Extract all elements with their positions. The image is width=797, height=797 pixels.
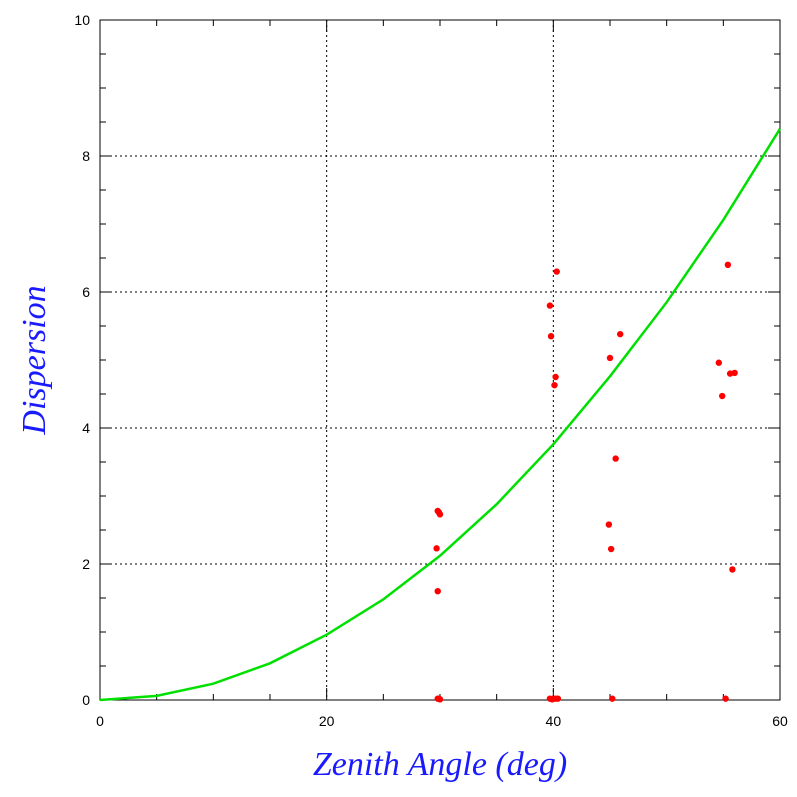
x-tick-labels: 0 20 40 60 <box>96 713 788 729</box>
data-point <box>552 373 559 381</box>
data-point <box>605 521 613 528</box>
y-tick-label: 4 <box>82 420 90 436</box>
data-point <box>607 545 615 553</box>
data-point <box>606 354 614 362</box>
data-point <box>551 381 558 389</box>
data-point <box>433 545 440 552</box>
y-tick-label: 8 <box>82 148 90 164</box>
data-point <box>609 695 616 702</box>
x-tick-label: 0 <box>96 713 104 729</box>
data-point <box>715 359 722 366</box>
data-point <box>729 566 736 573</box>
data-point <box>617 330 624 338</box>
data-point <box>553 268 560 275</box>
data-point <box>722 695 729 702</box>
grid-lines <box>100 20 780 700</box>
data-point <box>436 511 444 518</box>
y-tick-label: 2 <box>82 556 90 572</box>
data-point <box>546 302 554 309</box>
fit-curve <box>99 128 782 702</box>
plot-frame <box>99 19 781 701</box>
data-point <box>547 333 555 340</box>
axis-ticks <box>99 19 781 701</box>
y-tick-label: 6 <box>82 284 90 300</box>
data-point <box>724 261 732 268</box>
data-point <box>434 588 441 595</box>
data-point <box>731 369 738 377</box>
data-point <box>612 455 619 462</box>
y-tick-labels: 0 2 4 6 8 10 <box>74 12 90 708</box>
x-tick-label: 60 <box>772 713 788 729</box>
y-tick-label: 10 <box>74 12 90 28</box>
x-axis-title: Zenith Angle (deg) <box>313 746 567 783</box>
x-tick-label: 20 <box>319 713 335 729</box>
data-point <box>436 696 444 703</box>
x-tick-label: 40 <box>546 713 562 729</box>
y-axis-title: Dispersion <box>16 285 53 435</box>
data-point <box>719 392 726 400</box>
data-points <box>433 261 738 703</box>
y-tick-label: 0 <box>82 692 90 708</box>
data-point <box>554 695 562 702</box>
